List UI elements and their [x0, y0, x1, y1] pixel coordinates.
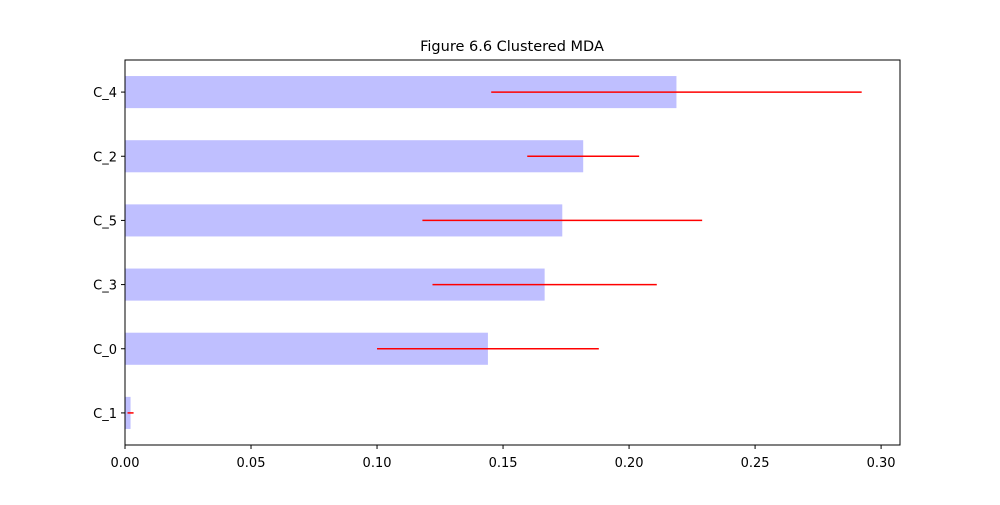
x-tick-label-4: 0.20: [615, 456, 644, 471]
y-axis: C_1 C_0 C_3 C_5 C_2 C_4: [93, 86, 125, 422]
y-tick-label-C_2: C_2: [93, 150, 117, 165]
y-tick-label-C_5: C_5: [93, 214, 117, 229]
y-tick-label-C_4: C_4: [93, 86, 117, 101]
y-tick-label-C_0: C_0: [93, 343, 117, 358]
x-tick-label-5: 0.25: [741, 456, 770, 471]
x-tick-label-1: 0.05: [237, 456, 266, 471]
y-tick-label-C_3: C_3: [93, 279, 117, 294]
bar-C_2: [125, 140, 584, 173]
x-tick-label-3: 0.15: [489, 456, 518, 471]
bars-layer: [125, 76, 677, 429]
x-axis: 0.00 0.05 0.10 0.15 0.20 0.25 0.30: [111, 445, 896, 471]
plot-frame: [124, 59, 901, 446]
chart-title: Figure 6.6 Clustered MDA: [420, 39, 604, 55]
x-tick-label-0: 0.00: [111, 456, 140, 471]
x-tick-label-6: 0.30: [867, 456, 896, 471]
y-tick-label-C_1: C_1: [93, 407, 117, 422]
x-tick-label-2: 0.10: [363, 456, 392, 471]
error-bars-layer: [127, 91, 862, 414]
